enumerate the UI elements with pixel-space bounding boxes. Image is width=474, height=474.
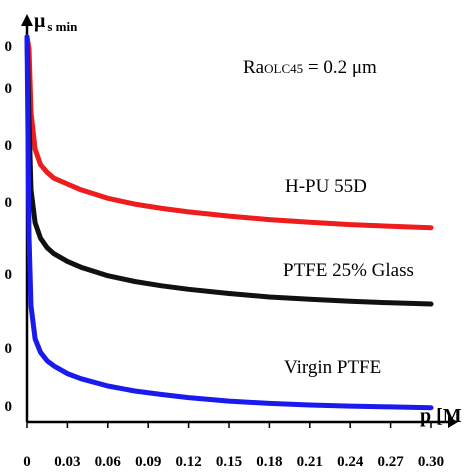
- y-axis-label-main: μ: [34, 10, 46, 32]
- ticks-layer: 0 0.03 0.06 0.09 0.12 0.15 0.18 0.21 0.24 0.27 0.3…: [5, 39, 445, 470]
- y-tick-label: 0: [5, 81, 13, 97]
- y-axis-label-sub: s min: [47, 19, 78, 34]
- y-tick-label: 0: [5, 267, 13, 283]
- series-layer: [24, 34, 434, 411]
- series-label-1: H-PU 55D: [285, 176, 367, 197]
- x-tick-label: 0.27: [377, 454, 404, 470]
- x-axis-label: p [M: [420, 405, 462, 427]
- x-tick-label: 0.21: [297, 454, 323, 470]
- axes: [21, 14, 458, 428]
- y-tick-label: 0: [5, 341, 13, 357]
- x-tick-label: 0.18: [256, 454, 282, 470]
- series-line-1: [24, 34, 434, 231]
- x-tick-label: 0.09: [135, 454, 161, 470]
- y-tick-label: 0: [5, 138, 13, 154]
- y-tick-label: 0: [5, 39, 13, 55]
- series-label-3: Virgin PTFE: [284, 357, 381, 378]
- y-tick-label: 0: [5, 195, 13, 211]
- series-label-2: PTFE 25% Glass: [283, 260, 414, 281]
- x-tick-label: 0.12: [175, 454, 201, 470]
- x-axis-arrow: [448, 416, 458, 428]
- roughness-annotation: RaOLC45 = 0.2 μm: [243, 57, 377, 78]
- y-tick-label: 0: [5, 399, 13, 415]
- series-line-2: [24, 34, 434, 307]
- x-tick-label: 0.30: [418, 454, 444, 470]
- x-tick-label: 0.06: [95, 454, 122, 470]
- x-tick-label: 0.03: [54, 454, 80, 470]
- x-tick-label: 0: [23, 454, 31, 470]
- x-tick-label: 0.15: [216, 454, 242, 470]
- series-line-3: [24, 34, 434, 411]
- y-axis-arrow: [21, 14, 33, 26]
- x-tick-label: 0.24: [337, 454, 364, 470]
